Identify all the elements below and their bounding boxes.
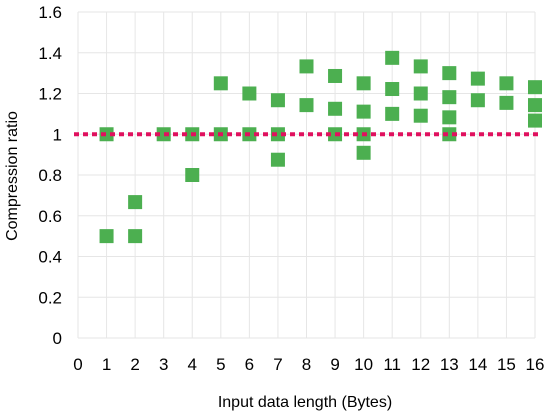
data-point: [442, 127, 457, 142]
data-point: [270, 93, 285, 108]
data-point: [413, 59, 428, 74]
data-point: [99, 127, 114, 142]
y-axis-title: Compression ratio: [4, 111, 21, 241]
x-tick-label: 10: [354, 355, 373, 374]
data-point: [213, 76, 228, 91]
y-tick-label: 0.2: [38, 288, 62, 307]
y-tick-label: 0: [53, 329, 62, 348]
x-tick-label: 13: [440, 355, 459, 374]
data-point: [270, 127, 285, 142]
x-tick-label: 15: [497, 355, 516, 374]
x-tick-label: 1: [102, 355, 111, 374]
data-point: [499, 95, 514, 110]
data-point: [528, 98, 542, 113]
x-tick-label: 14: [468, 355, 487, 374]
data-point: [385, 106, 400, 121]
x-tick-label: 0: [73, 355, 82, 374]
data-point: [385, 82, 400, 97]
x-axis-ticks: 0 1 2 3 4 5 6 7 8 9 10 11 12 13 14 15 16: [73, 355, 544, 374]
x-tick-label: 5: [216, 355, 225, 374]
data-point: [128, 229, 143, 244]
data-point: [413, 108, 428, 123]
y-tick-label: 0.6: [38, 207, 62, 226]
data-point: [528, 80, 542, 95]
data-point: [242, 86, 257, 101]
y-tick-label: 1: [53, 125, 62, 144]
x-tick-label: 12: [411, 355, 430, 374]
data-point: [356, 104, 371, 119]
grid: [77, 11, 536, 339]
y-axis-ticks: 0 0.2 0.4 0.6 0.8 1 1.2 1.4 1.6: [38, 3, 62, 348]
x-tick-label: 3: [159, 355, 168, 374]
data-point: [185, 168, 200, 182]
data-point: [413, 86, 428, 101]
x-tick-label: 11: [383, 355, 401, 374]
x-tick-label: 16: [526, 355, 545, 374]
data-point: [442, 66, 457, 81]
data-points: [99, 50, 542, 244]
data-point: [528, 113, 542, 128]
x-tick-label: 2: [130, 355, 139, 374]
x-tick-label: 9: [330, 355, 339, 374]
data-point: [270, 152, 285, 167]
y-tick-label: 0.4: [38, 248, 62, 267]
data-point: [156, 127, 171, 142]
x-tick-label: 6: [245, 355, 254, 374]
data-point: [128, 195, 143, 210]
y-tick-label: 0.8: [38, 166, 62, 185]
data-point: [470, 71, 485, 86]
y-tick-label: 1.4: [38, 44, 62, 63]
data-point: [299, 98, 314, 113]
data-point: [328, 101, 343, 116]
x-tick-label: 8: [302, 355, 311, 374]
data-point: [385, 50, 400, 65]
data-point: [99, 229, 114, 244]
data-point: [499, 76, 514, 91]
y-tick-label: 1.2: [38, 85, 62, 104]
data-point: [356, 145, 371, 160]
data-point: [442, 90, 457, 105]
data-point: [328, 68, 343, 83]
x-tick-label: 7: [273, 355, 282, 374]
data-point: [470, 93, 485, 108]
data-point: [356, 76, 371, 91]
y-tick-label: 1.6: [38, 3, 62, 22]
x-tick-label: 4: [188, 355, 197, 374]
data-point: [442, 110, 457, 125]
data-point: [299, 59, 314, 74]
x-axis-title: Input data length (Bytes): [218, 394, 392, 411]
